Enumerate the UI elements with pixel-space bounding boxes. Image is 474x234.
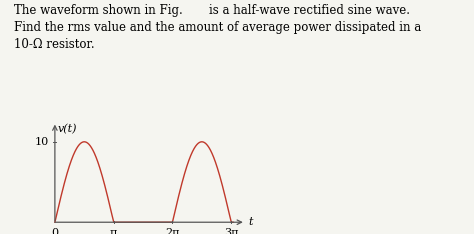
Text: π: π xyxy=(110,228,118,234)
Text: t: t xyxy=(248,217,253,227)
Text: The waveform shown in Fig.       is a half-wave rectified sine wave.
Find the rm: The waveform shown in Fig. is a half-wav… xyxy=(14,4,421,51)
Text: 2π: 2π xyxy=(165,228,180,234)
Text: 0: 0 xyxy=(51,228,58,234)
Text: 10: 10 xyxy=(35,137,49,147)
Text: v(t): v(t) xyxy=(58,124,77,134)
Text: 3π: 3π xyxy=(224,228,238,234)
